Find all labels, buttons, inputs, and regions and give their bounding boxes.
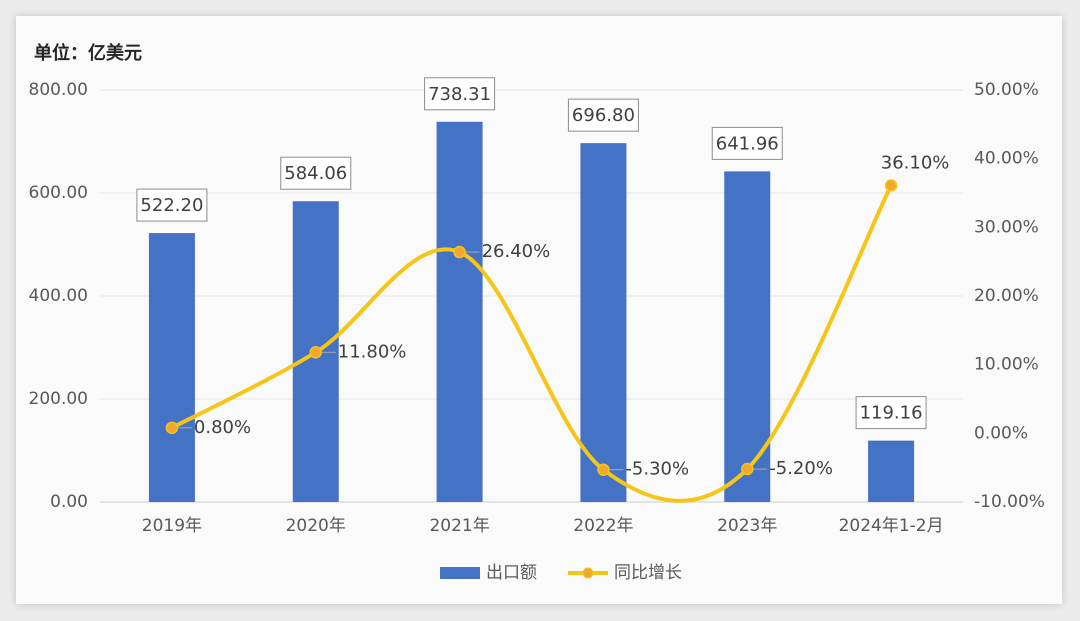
x-tick-label: 2021年 — [429, 516, 489, 536]
line-marker — [309, 346, 322, 359]
bar-label-box — [424, 77, 496, 111]
bar-value-label: 119.16 — [860, 403, 923, 424]
line-marker — [165, 421, 179, 435]
line-value-label: 36.10% — [881, 152, 950, 173]
chart-title: 单位：亿美元 — [34, 42, 142, 64]
legend-marker — [582, 567, 594, 579]
line-marker — [597, 463, 610, 476]
y2-tick-label: 40.00% — [974, 149, 1039, 169]
y-tick-label: 800.00 — [29, 80, 88, 100]
bar-label-box — [567, 98, 639, 132]
bar-value-label: 696.80 — [572, 105, 635, 126]
x-tick-label: 2020年 — [286, 516, 346, 536]
bar-value-label: 738.31 — [428, 84, 491, 105]
bar-label-box — [280, 156, 352, 190]
legend-swatch — [440, 567, 480, 579]
y2-tick-label: 10.00% — [974, 355, 1039, 375]
line-value-label: -5.30% — [625, 459, 689, 480]
x-tick-label: 2024年1-2月 — [839, 516, 944, 536]
x-tick-label: 2022年 — [573, 516, 633, 536]
bar-value-label: 584.06 — [284, 163, 347, 184]
line-value-label: 26.40% — [482, 241, 551, 262]
y-tick-label: 200.00 — [29, 389, 88, 409]
line-marker — [741, 462, 754, 476]
bar-value-label: 641.96 — [716, 133, 779, 154]
line-value-label: 0.80% — [194, 417, 251, 438]
y2-tick-label: 50.00% — [974, 80, 1039, 100]
y2-tick-label: -10.00% — [974, 492, 1045, 512]
y-tick-label: 400.00 — [29, 286, 88, 306]
line-value-label: 11.80% — [338, 341, 407, 362]
y2-tick-label: 0.00% — [974, 423, 1028, 443]
bar — [724, 171, 771, 502]
bar — [148, 233, 195, 502]
bar-label-box — [711, 126, 783, 160]
line — [170, 184, 893, 503]
x-tick-label: 2019年 — [142, 516, 202, 536]
legend-label: 出口额 — [486, 563, 537, 583]
line-marker — [453, 245, 466, 259]
line-marker — [884, 179, 898, 192]
bar-label-box — [855, 396, 927, 430]
bar — [868, 440, 915, 502]
y2-tick-label: 20.00% — [974, 286, 1039, 306]
bar-value-label: 522.20 — [140, 195, 203, 216]
y-tick-label: 600.00 — [29, 183, 88, 203]
bar — [580, 143, 627, 502]
legend-label: 同比增长 — [614, 563, 682, 583]
x-tick-label: 2023年 — [717, 516, 777, 536]
bar-label-box — [136, 188, 208, 222]
y-tick-label: 0.00 — [50, 492, 88, 512]
bar — [436, 121, 483, 502]
line-value-label: -5.20% — [769, 458, 833, 479]
y2-tick-label: 30.00% — [974, 217, 1039, 237]
